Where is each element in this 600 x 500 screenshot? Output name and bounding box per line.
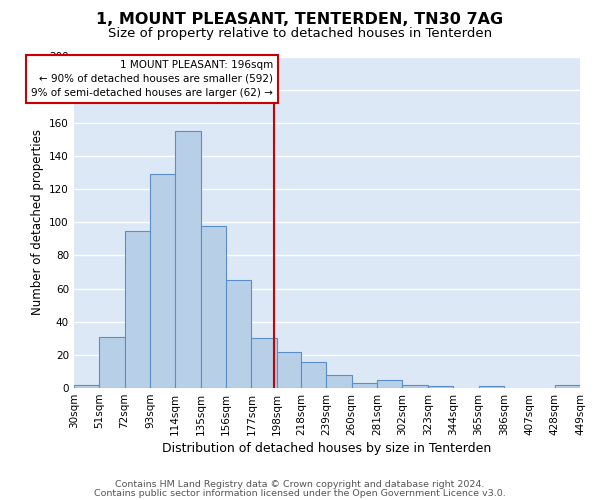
Bar <box>251 338 277 388</box>
Bar <box>150 174 175 388</box>
Text: Contains HM Land Registry data © Crown copyright and database right 2024.: Contains HM Land Registry data © Crown c… <box>115 480 485 489</box>
Bar <box>277 352 301 388</box>
Bar <box>428 386 453 388</box>
Y-axis label: Number of detached properties: Number of detached properties <box>31 130 44 316</box>
Bar <box>125 230 150 388</box>
Text: 1 MOUNT PLEASANT: 196sqm
← 90% of detached houses are smaller (592)
9% of semi-d: 1 MOUNT PLEASANT: 196sqm ← 90% of detach… <box>31 60 273 98</box>
Bar <box>226 280 251 388</box>
Bar <box>74 385 99 388</box>
Bar <box>377 380 403 388</box>
Bar <box>403 385 428 388</box>
Bar <box>99 336 125 388</box>
Bar <box>326 375 352 388</box>
Bar <box>301 362 326 388</box>
X-axis label: Distribution of detached houses by size in Tenterden: Distribution of detached houses by size … <box>162 442 491 455</box>
Text: Size of property relative to detached houses in Tenterden: Size of property relative to detached ho… <box>108 28 492 40</box>
Bar <box>554 385 580 388</box>
Bar <box>479 386 504 388</box>
Bar <box>352 383 377 388</box>
Text: Contains public sector information licensed under the Open Government Licence v3: Contains public sector information licen… <box>94 488 506 498</box>
Text: 1, MOUNT PLEASANT, TENTERDEN, TN30 7AG: 1, MOUNT PLEASANT, TENTERDEN, TN30 7AG <box>97 12 503 28</box>
Bar <box>175 131 200 388</box>
Bar <box>200 226 226 388</box>
